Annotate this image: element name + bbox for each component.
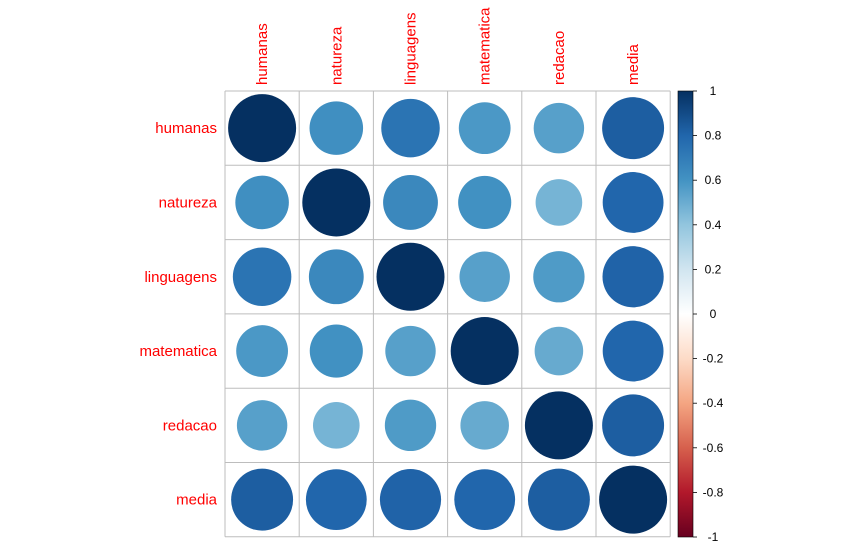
- corr-circle-media-media: [599, 465, 668, 534]
- corr-circle-matematica-redacao: [534, 326, 584, 376]
- colorbar-tick-label: 0.8: [705, 129, 722, 143]
- correlation-circles: [228, 94, 668, 534]
- corr-circle-humanas-linguagens: [381, 98, 440, 158]
- col-label-natureza: natureza: [328, 26, 345, 85]
- corr-circle-linguagens-humanas: [232, 247, 292, 306]
- col-label-linguagens: linguagens: [403, 12, 420, 85]
- corr-circle-media-humanas: [231, 468, 294, 531]
- corr-circle-linguagens-redacao: [533, 251, 585, 303]
- colorbar-tick-label: -1: [708, 530, 719, 544]
- corr-circle-natureza-media: [602, 172, 664, 233]
- corr-circle-redacao-matematica: [460, 401, 509, 450]
- corr-circle-matematica-natureza: [309, 324, 363, 378]
- corr-circle-redacao-redacao: [524, 391, 593, 460]
- colorbar-gradient: [677, 90, 694, 538]
- corr-circle-linguagens-natureza: [308, 249, 364, 305]
- row-label-matematica: matematica: [139, 343, 217, 360]
- col-label-redacao: redacao: [551, 31, 568, 85]
- corr-circle-humanas-humanas: [228, 94, 297, 163]
- colorbar-tick-label: -0.2: [703, 352, 724, 366]
- colorbar-tick-label: 0.6: [705, 173, 722, 187]
- colorbar-tick-label: 0.2: [705, 262, 722, 276]
- col-label-humanas: humanas: [254, 23, 271, 85]
- row-label-redacao: redacao: [163, 417, 217, 434]
- col-label-matematica: matematica: [477, 7, 494, 85]
- corr-circle-humanas-natureza: [309, 101, 364, 155]
- corr-circle-redacao-natureza: [312, 402, 360, 449]
- colorbar-tick-label: -0.8: [703, 485, 724, 499]
- corr-circle-natureza-linguagens: [383, 175, 438, 230]
- corr-circle-humanas-media: [602, 97, 665, 160]
- corr-circle-linguagens-media: [602, 246, 664, 308]
- corr-circle-matematica-media: [602, 320, 664, 382]
- row-label-natureza: natureza: [159, 194, 218, 211]
- corr-circle-natureza-humanas: [235, 175, 289, 230]
- corr-circle-humanas-redacao: [533, 102, 585, 154]
- colorbar-tick-label: -0.4: [703, 396, 724, 410]
- corr-circle-natureza-matematica: [458, 175, 512, 230]
- color-legend: 1 0.8 0.6 0.4 0.2 0 -0.2 -0.4 -0.6 -0.8 -1: [677, 84, 724, 544]
- corr-circle-redacao-humanas: [236, 400, 288, 451]
- corr-circle-matematica-linguagens: [385, 325, 436, 377]
- corr-circle-media-matematica: [454, 469, 516, 531]
- row-label-humanas: humanas: [155, 120, 217, 137]
- row-label-media: media: [176, 492, 218, 509]
- corr-circle-matematica-matematica: [450, 317, 519, 386]
- corr-circle-media-linguagens: [379, 469, 442, 531]
- matrix-grid: [224, 90, 671, 538]
- colorbar-tick-label: 0: [710, 307, 717, 321]
- column-labels: humanas natureza linguagens matematica redac…: [254, 7, 642, 85]
- colorbar-tick-label: -0.6: [703, 441, 724, 455]
- colorbar-tick-label: 1: [710, 84, 717, 98]
- corr-circle-natureza-redacao: [535, 179, 583, 226]
- corr-circle-media-natureza: [305, 469, 367, 531]
- corr-circle-matematica-humanas: [236, 325, 288, 377]
- row-label-linguagens: linguagens: [144, 269, 217, 286]
- corr-circle-linguagens-linguagens: [376, 242, 445, 311]
- corr-circle-linguagens-matematica: [459, 251, 510, 302]
- corr-circle-natureza-natureza: [302, 168, 371, 237]
- col-label-media: media: [625, 43, 642, 85]
- corr-circle-redacao-linguagens: [384, 399, 437, 452]
- corr-circle-humanas-matematica: [458, 102, 511, 155]
- corr-circle-media-redacao: [527, 468, 590, 531]
- row-labels: humanas natureza linguagens matematica redac…: [139, 120, 217, 509]
- colorbar-tick-label: 0.4: [705, 218, 722, 232]
- corr-circle-redacao-media: [602, 394, 665, 457]
